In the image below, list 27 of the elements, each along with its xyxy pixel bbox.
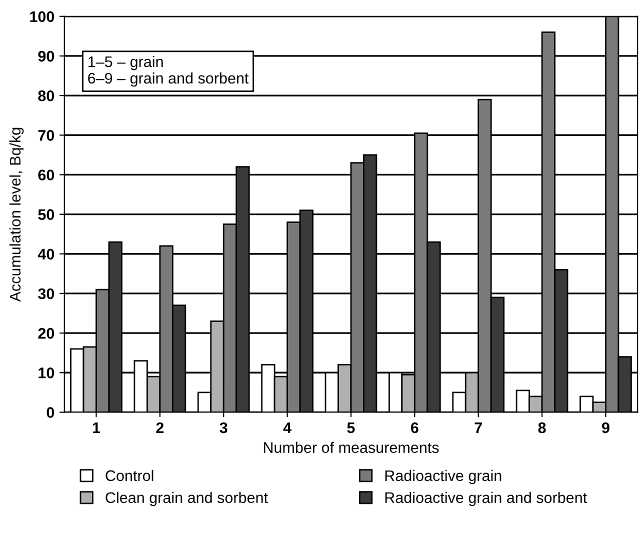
x-tick-label: 9	[602, 422, 610, 434]
x-axis-title: Number of measurements	[264, 442, 439, 453]
y-tick-label: 100	[30, 11, 54, 22]
annotation: 1–5 – grain 6–9 – grain and sorbent	[88, 56, 249, 87]
legend-label: Clean grain and sorbent	[106, 492, 268, 506]
x-tick-label: 6	[410, 422, 418, 434]
y-tick-label: 30	[38, 288, 54, 300]
y-tick-label: 20	[38, 328, 54, 339]
y-tick-label: 70	[38, 130, 54, 141]
x-tick-label: 5	[347, 422, 355, 434]
x-tick-label: 7	[474, 422, 482, 434]
y-tick-label: 50	[38, 209, 54, 220]
x-tick-label: 4	[283, 422, 292, 434]
x-tick-label: 2	[156, 422, 164, 434]
x-tick-label: 8	[538, 422, 546, 434]
legend-label: Radioactive grain	[385, 470, 502, 484]
x-tick-label: 3	[220, 422, 228, 434]
legend-label: Radioactive grain and sorbent	[385, 492, 587, 506]
x-tick-label: 1	[92, 422, 100, 434]
y-tick-label: 10	[38, 368, 54, 378]
y-tick-label: 40	[38, 248, 54, 260]
y-tick-label: 90	[38, 50, 54, 62]
y-tick-label: 0	[46, 407, 54, 418]
y-tick-label: 60	[38, 170, 54, 180]
y-tick-label: 80	[38, 90, 54, 102]
y-axis-title: Accumulation level, Bq/kg	[9, 128, 24, 302]
legend-label: Control	[106, 470, 154, 482]
